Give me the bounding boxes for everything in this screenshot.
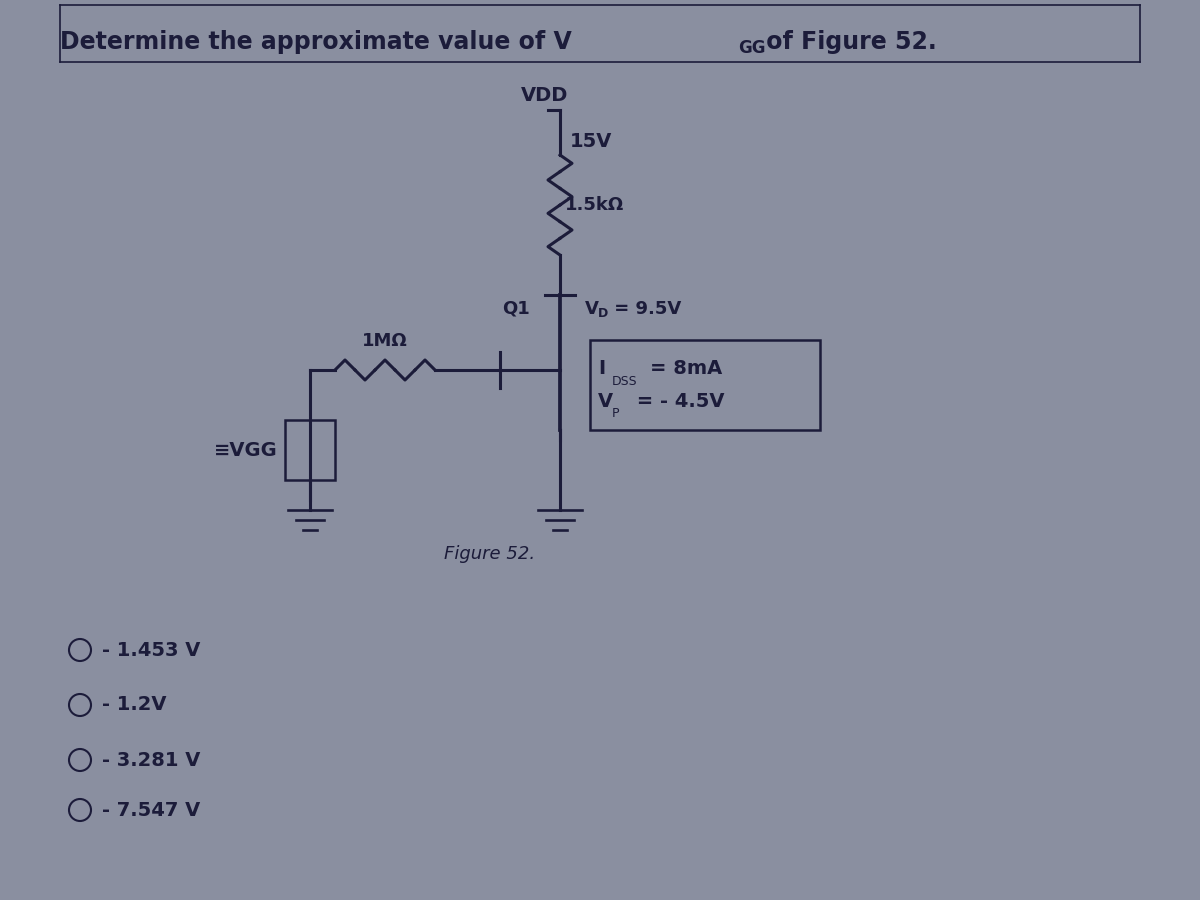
Text: 1MΩ: 1MΩ (362, 332, 408, 350)
Text: D: D (598, 307, 608, 320)
Text: 1.5kΩ: 1.5kΩ (565, 196, 624, 214)
Text: DSS: DSS (612, 374, 637, 388)
Bar (590, 340, 820, 430)
Text: ≡VGG: ≡VGG (215, 440, 278, 460)
Text: - 3.281 V: - 3.281 V (102, 751, 200, 770)
Text: Figure 52.: Figure 52. (444, 545, 535, 563)
Text: Determine the approximate value of V: Determine the approximate value of V (60, 30, 571, 54)
Text: I: I (598, 359, 605, 378)
Text: - 7.547 V: - 7.547 V (102, 800, 200, 820)
Text: VDD: VDD (521, 86, 569, 105)
Text: Q1: Q1 (502, 300, 529, 318)
Text: P: P (612, 407, 619, 420)
Text: - 1.453 V: - 1.453 V (102, 641, 200, 660)
Text: = - 4.5V: = - 4.5V (630, 392, 725, 410)
Text: 15V: 15V (570, 132, 612, 151)
Text: = 8mA: = 8mA (650, 359, 722, 378)
Text: = 9.5V: = 9.5V (608, 300, 682, 318)
Text: GG: GG (738, 39, 766, 57)
Text: V: V (598, 392, 613, 410)
Text: - 1.2V: - 1.2V (102, 696, 167, 715)
Text: V: V (586, 300, 599, 318)
Bar (286, 420, 335, 480)
Text: of Figure 52.: of Figure 52. (758, 30, 937, 54)
